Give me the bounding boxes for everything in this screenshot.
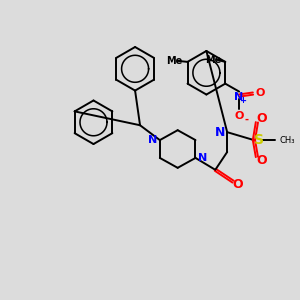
Text: O: O xyxy=(256,154,267,167)
Text: O: O xyxy=(233,178,243,191)
Text: N: N xyxy=(148,135,158,145)
Text: S: S xyxy=(254,133,264,147)
Text: O: O xyxy=(234,111,244,121)
Text: N: N xyxy=(198,153,207,163)
Text: O: O xyxy=(256,112,267,125)
Text: Me: Me xyxy=(167,56,183,66)
Text: Me: Me xyxy=(205,55,221,65)
Text: +: + xyxy=(240,96,247,105)
Text: -: - xyxy=(244,114,248,124)
Text: N: N xyxy=(215,126,225,139)
Text: CH₃: CH₃ xyxy=(280,136,295,145)
Text: N: N xyxy=(235,92,244,101)
Text: O: O xyxy=(255,88,265,98)
